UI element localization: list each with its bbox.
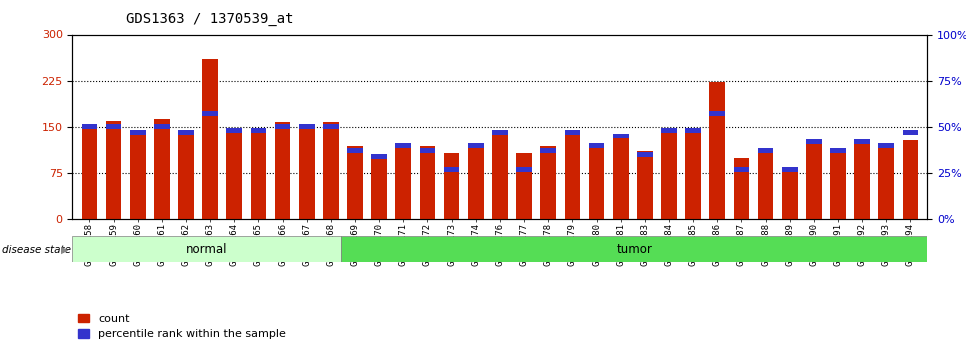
- Bar: [733, 167, 750, 172]
- Bar: [781, 168, 798, 219]
- Bar: [72, 236, 341, 262]
- Bar: [612, 134, 629, 138]
- Bar: [637, 151, 653, 219]
- Bar: [419, 147, 436, 219]
- Bar: [154, 119, 170, 219]
- Bar: [226, 130, 242, 219]
- Bar: [661, 128, 677, 133]
- Bar: [178, 130, 194, 135]
- Bar: [540, 148, 556, 153]
- Bar: [492, 130, 508, 135]
- Bar: [733, 158, 750, 219]
- Bar: [274, 124, 291, 129]
- Bar: [443, 152, 460, 219]
- Bar: [298, 124, 315, 129]
- Bar: [540, 147, 556, 219]
- Bar: [443, 167, 460, 172]
- Bar: [129, 130, 146, 135]
- Bar: [323, 122, 339, 219]
- Bar: [178, 131, 194, 219]
- Bar: [371, 154, 387, 159]
- Bar: [709, 82, 725, 219]
- Text: tumor: tumor: [616, 243, 652, 256]
- Bar: [637, 152, 653, 157]
- Bar: [902, 140, 919, 219]
- Bar: [612, 134, 629, 219]
- Text: ▶: ▶: [61, 245, 69, 255]
- Bar: [105, 124, 122, 129]
- Bar: [781, 167, 798, 172]
- Bar: [516, 167, 532, 172]
- Bar: [81, 124, 98, 219]
- Bar: [830, 148, 846, 153]
- Text: disease state: disease state: [2, 245, 71, 255]
- Bar: [806, 140, 822, 219]
- Bar: [395, 145, 412, 219]
- Bar: [347, 148, 363, 153]
- Bar: [323, 124, 339, 129]
- Bar: [564, 131, 581, 219]
- Bar: [298, 124, 315, 219]
- Bar: [661, 131, 677, 219]
- Bar: [685, 128, 701, 133]
- Bar: [274, 122, 291, 219]
- Bar: [371, 156, 387, 219]
- Bar: [564, 130, 581, 135]
- Bar: [757, 150, 774, 219]
- Bar: [588, 143, 605, 148]
- Bar: [854, 139, 870, 144]
- Bar: [129, 131, 146, 219]
- Bar: [154, 124, 170, 129]
- Legend: count, percentile rank within the sample: count, percentile rank within the sample: [78, 314, 286, 339]
- Bar: [250, 128, 267, 133]
- Bar: [347, 147, 363, 219]
- Bar: [202, 111, 218, 116]
- Bar: [468, 143, 484, 148]
- Text: GDS1363 / 1370539_at: GDS1363 / 1370539_at: [126, 12, 293, 26]
- Bar: [806, 139, 822, 144]
- Bar: [830, 148, 846, 219]
- Bar: [492, 130, 508, 219]
- Bar: [202, 59, 218, 219]
- Bar: [250, 130, 267, 219]
- Text: normal: normal: [186, 243, 228, 256]
- Bar: [685, 131, 701, 219]
- Bar: [419, 148, 436, 153]
- Bar: [226, 128, 242, 133]
- Bar: [757, 148, 774, 153]
- Bar: [468, 145, 484, 219]
- Bar: [878, 143, 895, 148]
- Bar: [81, 124, 98, 129]
- Bar: [341, 236, 927, 262]
- Bar: [854, 140, 870, 219]
- Bar: [709, 111, 725, 116]
- Bar: [105, 121, 122, 219]
- Bar: [902, 130, 919, 135]
- Bar: [588, 147, 605, 219]
- Bar: [878, 147, 895, 219]
- Bar: [516, 152, 532, 219]
- Bar: [395, 143, 412, 148]
